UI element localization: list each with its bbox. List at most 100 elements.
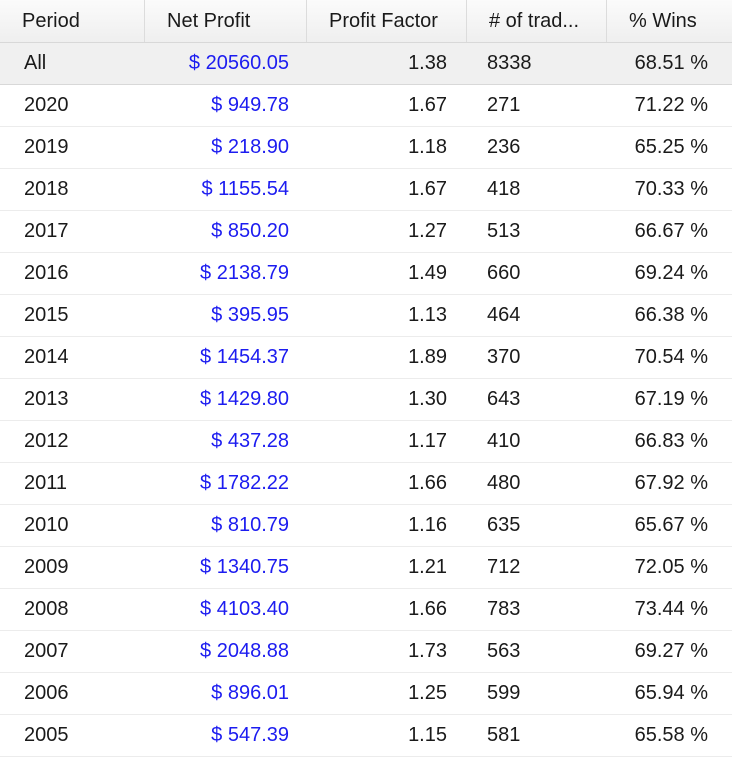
table-row[interactable]: 2006 $ 896.01 1.25 599 65.94 % (0, 673, 732, 715)
table-row[interactable]: 2011 $ 1782.22 1.66 480 67.92 % (0, 463, 732, 505)
cell-wins: 66.83 % (634, 430, 708, 452)
cell-trades: 635 (487, 514, 521, 536)
cell-period: 2005 (24, 724, 69, 746)
cell-profit-factor: 1.49 (408, 262, 447, 284)
cell-profit-factor: 1.89 (408, 346, 447, 368)
cell-trades: 410 (487, 430, 521, 452)
cell-profit-factor: 1.25 (408, 682, 447, 704)
table-row[interactable]: 2016 $ 2138.79 1.49 660 69.24 % (0, 253, 732, 295)
cell-profit-factor: 1.73 (408, 640, 447, 662)
cell-period: 2011 (24, 472, 68, 494)
cell-period: 2017 (24, 220, 69, 242)
cell-net-profit: $ 1340.75 (200, 556, 289, 578)
table-row[interactable]: 2019 $ 218.90 1.18 236 65.25 % (0, 127, 732, 169)
cell-period: 2015 (24, 304, 69, 326)
cell-net-profit: $ 1429.80 (200, 388, 289, 410)
cell-wins: 69.24 % (634, 262, 708, 284)
cell-period: 2007 (24, 640, 69, 662)
table-row[interactable]: 2018 $ 1155.54 1.67 418 70.33 % (0, 169, 732, 211)
cell-trades: 464 (487, 304, 521, 326)
cell-wins: 67.19 % (634, 388, 708, 410)
cell-trades: 581 (487, 724, 521, 746)
cell-wins: 65.58 % (634, 724, 708, 746)
cell-profit-factor: 1.16 (408, 514, 447, 536)
cell-profit-factor: 1.67 (408, 178, 447, 200)
cell-net-profit: $ 395.95 (211, 304, 289, 326)
table-row[interactable]: 2005 $ 547.39 1.15 581 65.58 % (0, 715, 732, 757)
column-header-period[interactable]: Period (0, 0, 145, 42)
cell-period: 2016 (24, 262, 69, 284)
cell-profit-factor: 1.17 (408, 430, 447, 452)
cell-wins: 66.38 % (634, 304, 708, 326)
summary-row[interactable]: All $ 20560.05 1.38 8338 68.51 % (0, 43, 732, 85)
cell-profit-factor: 1.67 (408, 94, 447, 116)
cell-profit-factor: 1.66 (408, 472, 447, 494)
cell-wins: 70.54 % (634, 346, 708, 368)
cell-net-profit: $ 218.90 (211, 136, 289, 158)
cell-period: 2008 (24, 598, 69, 620)
cell-trades: 271 (487, 94, 521, 116)
table-row[interactable]: 2014 $ 1454.37 1.89 370 70.54 % (0, 337, 732, 379)
cell-net-profit: $ 896.01 (211, 682, 289, 704)
cell-net-profit: $ 547.39 (211, 724, 289, 746)
column-header-net-profit[interactable]: Net Profit (145, 0, 307, 42)
column-header-profit-factor[interactable]: Profit Factor (307, 0, 467, 42)
cell-profit-factor: 1.21 (408, 556, 447, 578)
cell-wins: 65.67 % (634, 514, 708, 536)
cell-period: 2012 (24, 430, 69, 452)
cell-trades: 643 (487, 388, 521, 410)
cell-trades: 418 (487, 178, 521, 200)
cell-trades: 370 (487, 346, 521, 368)
table-row[interactable]: 2007 $ 2048.88 1.73 563 69.27 % (0, 631, 732, 673)
cell-profit-factor: 1.13 (408, 304, 447, 326)
table-row[interactable]: 2010 $ 810.79 1.16 635 65.67 % (0, 505, 732, 547)
cell-wins: 68.51 % (634, 52, 708, 74)
cell-wins: 65.25 % (634, 136, 708, 158)
table-row[interactable]: 2020 $ 949.78 1.67 271 71.22 % (0, 85, 732, 127)
cell-period: 2010 (24, 514, 69, 536)
cell-net-profit: $ 810.79 (211, 514, 289, 536)
cell-net-profit: $ 4103.40 (200, 598, 289, 620)
cell-wins: 67.92 % (634, 472, 708, 494)
cell-trades: 513 (487, 220, 521, 242)
column-header-wins[interactable]: % Wins (629, 10, 697, 32)
cell-period: 2013 (24, 388, 69, 410)
cell-trades: 660 (487, 262, 521, 284)
cell-period: 2006 (24, 682, 69, 704)
cell-trades: 236 (487, 136, 521, 158)
cell-wins: 73.44 % (634, 598, 708, 620)
table-body: 2020 $ 949.78 1.67 271 71.22 % 2019 $ 21… (0, 85, 732, 757)
cell-trades: 712 (487, 556, 521, 578)
cell-net-profit: $ 2048.88 (200, 640, 289, 662)
cell-period: 2018 (24, 178, 69, 200)
cell-wins: 65.94 % (634, 682, 708, 704)
cell-net-profit: $ 20560.05 (188, 52, 289, 74)
cell-net-profit: $ 437.28 (211, 430, 289, 452)
cell-net-profit: $ 850.20 (211, 220, 289, 242)
table-row[interactable]: 2017 $ 850.20 1.27 513 66.67 % (0, 211, 732, 253)
column-header-trades[interactable]: # of trad... (467, 0, 607, 42)
cell-profit-factor: 1.15 (408, 724, 447, 746)
cell-net-profit: $ 949.78 (211, 94, 289, 116)
cell-wins: 72.05 % (634, 556, 708, 578)
cell-profit-factor: 1.18 (408, 136, 447, 158)
cell-profit-factor: 1.27 (408, 220, 447, 242)
cell-net-profit: $ 2138.79 (200, 262, 289, 284)
cell-trades: 599 (487, 682, 521, 704)
cell-trades: 783 (487, 598, 521, 620)
cell-net-profit: $ 1782.22 (200, 472, 289, 494)
cell-trades: 8338 (487, 52, 532, 74)
table-row[interactable]: 2012 $ 437.28 1.17 410 66.83 % (0, 421, 732, 463)
cell-trades: 563 (487, 640, 521, 662)
cell-period: 2020 (24, 94, 69, 116)
cell-net-profit: $ 1155.54 (201, 178, 290, 200)
cell-trades: 480 (487, 472, 521, 494)
table-row[interactable]: 2009 $ 1340.75 1.21 712 72.05 % (0, 547, 732, 589)
table-row[interactable]: 2013 $ 1429.80 1.30 643 67.19 % (0, 379, 732, 421)
table-row[interactable]: 2008 $ 4103.40 1.66 783 73.44 % (0, 589, 732, 631)
cell-period: 2009 (24, 556, 69, 578)
cell-wins: 69.27 % (634, 640, 708, 662)
cell-wins: 71.22 % (634, 94, 708, 116)
table-row[interactable]: 2015 $ 395.95 1.13 464 66.38 % (0, 295, 732, 337)
